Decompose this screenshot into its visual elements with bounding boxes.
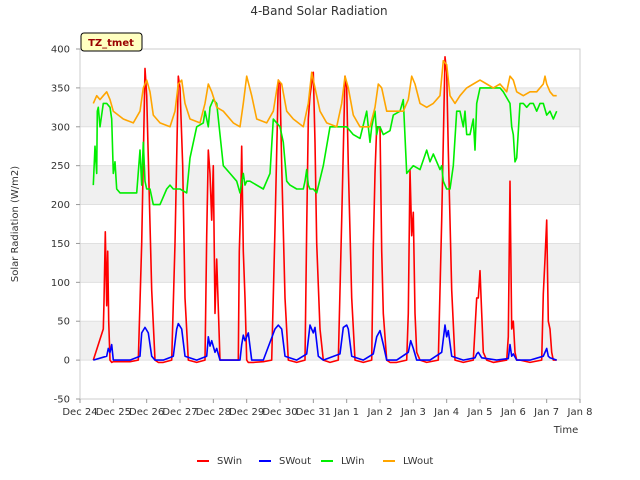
y-tick-label: 150	[51, 239, 70, 250]
y-axis: -50 0 50 100 150 200 250 300 350 400	[51, 45, 80, 406]
series-line-lwin	[92, 87, 558, 206]
series-line-lwout	[92, 59, 557, 128]
y-tick-label: 200	[51, 200, 70, 211]
x-tick-label: Dec 24	[62, 407, 97, 418]
x-tick-label: Jan 3	[400, 407, 426, 418]
x-tick-label: Jan 1	[333, 407, 359, 418]
x-tick-label: Dec 27	[162, 407, 197, 418]
band-3	[80, 243, 580, 283]
x-tick-label: Dec 28	[196, 407, 231, 418]
site-tag-box	[80, 32, 143, 52]
y-tick-label: 350	[51, 83, 70, 94]
legend-label-lwin: LWin	[341, 456, 364, 467]
x-tick-label: Jan 5	[467, 407, 493, 418]
legend-label-swin: SWin	[217, 456, 242, 467]
series-layer	[92, 55, 558, 364]
legend-label-swout: SWout	[279, 456, 311, 467]
background-bands	[80, 87, 580, 361]
x-tick-label: Jan 6	[500, 407, 526, 418]
y-tick-label: 50	[57, 317, 70, 328]
x-tick-label: Jan 4	[433, 407, 459, 418]
x-tick-label: Jan 2	[367, 407, 393, 418]
series-line-swout	[93, 322, 557, 361]
series-line-swin	[92, 55, 557, 364]
band-1	[80, 321, 580, 361]
y-axis-label: Solar Radiation (W/m2)	[10, 166, 21, 282]
y-tick-label: -50	[54, 395, 70, 406]
x-tick-label: Jan 7	[533, 407, 559, 418]
y-tick-label: 100	[51, 278, 70, 289]
chart-title: 4-Band Solar Radiation	[250, 4, 387, 18]
x-tick-label: Jan 8	[567, 407, 593, 418]
y-tick-label: 250	[51, 161, 70, 172]
site-tag-label: TZ_tmet	[88, 38, 134, 49]
x-tick-label: Dec 25	[96, 407, 131, 418]
band-5	[80, 165, 580, 205]
x-tick-label: Dec 29	[229, 407, 264, 418]
x-axis-label: Time	[553, 425, 578, 436]
x-tick-label: Dec 26	[129, 407, 164, 418]
y-tick-label: 0	[64, 356, 70, 367]
y-tick-label: 300	[51, 122, 70, 133]
band-7	[80, 87, 580, 127]
x-tick-label: Dec 30	[262, 407, 297, 418]
x-tick-label: Dec 31	[296, 407, 331, 418]
site-tag: TZ_tmet	[80, 32, 143, 52]
y-tick-label: 400	[51, 45, 70, 56]
legend: SWin SWout LWin LWout	[197, 456, 433, 467]
legend-label-lwout: LWout	[403, 456, 433, 467]
plot-area	[79, 48, 581, 400]
